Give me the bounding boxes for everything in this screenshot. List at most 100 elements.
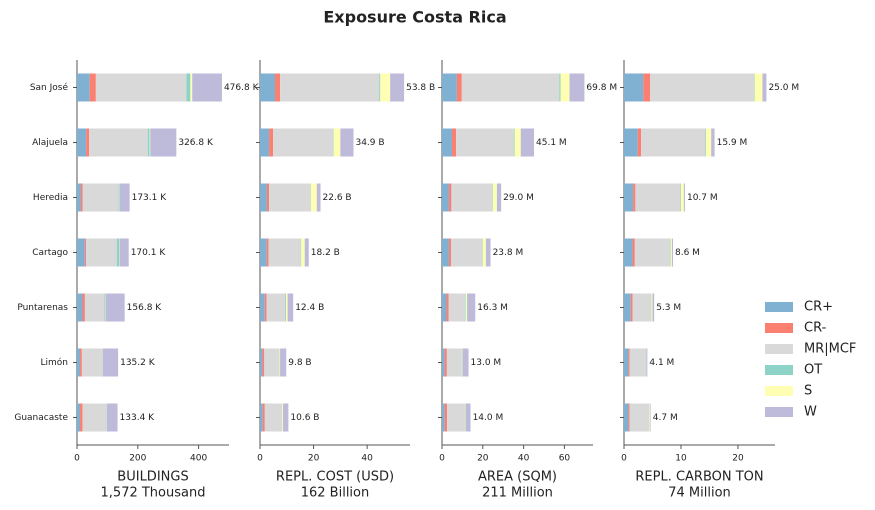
x-tick-label: 200 [129,454,146,464]
x-axis-title: AREA (SQM) [478,470,557,485]
bar-segment [513,128,515,157]
bar-segment [448,238,451,267]
bar-segment [569,73,585,102]
bar-segment [670,238,671,267]
x-tick-label: 20 [477,454,489,464]
bar-segment [285,293,286,322]
bar-segment [646,348,648,377]
bar-segment [116,238,120,267]
total-label: 14.0 M [473,413,504,423]
bar-segment [80,403,83,432]
x-tick-label: 40 [361,454,373,464]
legend-label: W [804,405,817,420]
bar-segment [104,293,106,322]
total-label: 15.9 M [717,138,748,148]
bar-segment [147,128,150,157]
bar-segment [102,348,119,377]
bar-segment [482,238,486,267]
bar-segment [77,73,90,102]
bar-segment [632,238,635,267]
total-label: 8.6 M [675,248,700,258]
bar-segment [680,183,681,212]
bar-segment [456,128,514,157]
bar-segment [119,183,130,212]
bar-segment [628,348,630,377]
bar-segment [650,293,652,322]
bar-segment [150,128,177,157]
total-label: 10.7 M [687,193,718,203]
bar-segment [628,403,630,432]
bar-segment [753,73,755,102]
x-axis-title: REPL. CARBON TON [635,470,763,485]
bar-segment [465,293,468,322]
x-tick-label: 40 [518,454,530,464]
total-label: 173.1 K [132,193,168,203]
bar-segment [80,348,82,377]
x-tick-label: 60 [559,454,571,464]
y-tick-label: Heredia [33,193,68,203]
x-axis-subtitle: 74 Million [668,486,731,501]
bar-segment [496,183,502,212]
bar-segment [481,238,483,267]
total-label: 25.0 M [768,83,799,93]
bar-segment [340,128,354,157]
total-label: 5.3 M [656,303,681,313]
total-label: 4.7 M [653,413,678,423]
y-tick-label: Guanacaste [14,413,68,423]
bar-segment [262,403,265,432]
bar-segment [149,128,151,157]
total-label: 476.8 K [224,83,260,93]
bar-segment [316,183,321,212]
bar-segment [264,293,267,322]
bar-segment [275,73,281,102]
bar-segment [448,183,452,212]
bar-segment [266,183,270,212]
legend-label: CR- [804,321,827,336]
bar-segment [77,348,81,377]
bar-segment [560,73,570,102]
bar-segment [465,403,471,432]
bar-segment [624,73,644,102]
bar-segment [683,183,685,212]
bar-segment [670,238,672,267]
bar-segment [651,293,653,322]
bar-segment [641,128,706,157]
bar-segment [464,293,466,322]
bar-segment [706,128,712,157]
bar-segment [444,348,447,377]
bar-segment [624,128,638,157]
bar-segment [442,73,457,102]
bar-segment [380,73,391,102]
bar-segment [269,183,311,212]
total-label: 10.6 B [290,413,319,423]
bar-segment [652,293,655,322]
y-tick-label: Cartago [32,248,68,258]
bar-segment [637,128,642,157]
bar-segment [559,73,561,102]
bar-segment [82,183,119,212]
bar-segment [266,238,269,267]
bar-segment [260,293,265,322]
bar-segment [462,348,469,377]
bar-segment [86,238,117,267]
bar-segment [266,293,286,322]
bar-segment [260,183,267,212]
bar-segment [311,183,317,212]
bar-segment [285,293,288,322]
total-label: 69.8 M [586,83,617,93]
bar-segment [492,183,497,212]
bar-segment [192,73,222,102]
bar-segment [635,183,681,212]
bar-segment [119,238,129,267]
bar-segment [446,293,449,322]
x-tick-label: 10 [675,454,687,464]
bar-segment [448,293,465,322]
bar-segment [280,348,287,377]
bar-segment [77,403,81,432]
bar-segment [442,293,447,322]
bar-segment [264,403,282,432]
bar-segment [77,128,87,157]
bar-segment [105,293,125,322]
total-label: 22.6 B [323,193,352,203]
